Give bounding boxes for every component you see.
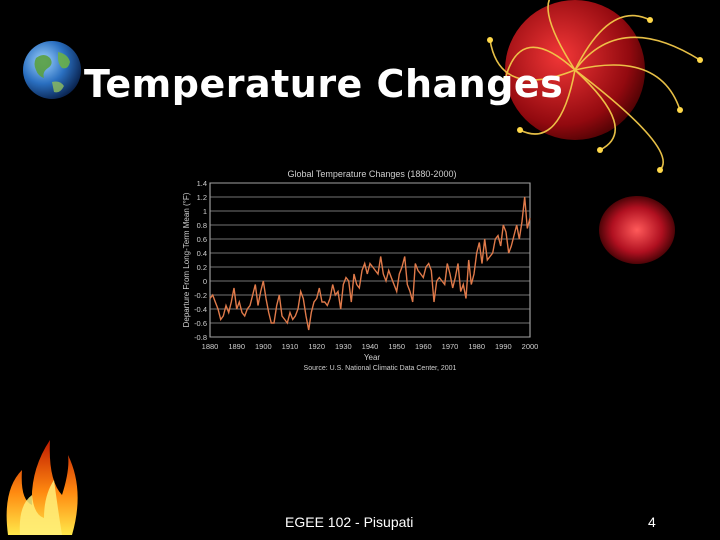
y-tick-label: 0.2	[197, 263, 207, 272]
series-line	[209, 196, 531, 331]
decorative-ornament-icon	[487, 0, 703, 173]
flame-icon	[6, 440, 78, 535]
globe-icon	[23, 41, 81, 99]
temperature-chart: Global Temperature Changes (1880-2000) D…	[182, 169, 538, 372]
y-tick-label: -0.8	[194, 333, 207, 342]
y-tick-label: 1.4	[197, 179, 207, 188]
page-number: 4	[648, 514, 656, 530]
y-tick-label: 1	[203, 207, 207, 216]
slide-title: Temperature Changes	[84, 62, 564, 106]
chart-x-ticks: 1880 1890 1900 1910 1920 1930 1940 1950 1960 1970…	[202, 342, 539, 351]
y-tick-label: 0.8	[197, 221, 207, 230]
x-tick-label: 2000	[522, 342, 539, 351]
y-tick-label: -0.2	[194, 291, 207, 300]
y-tick-label: 0.4	[197, 249, 207, 258]
x-tick-label: 1970	[442, 342, 459, 351]
x-tick-label: 1890	[228, 342, 245, 351]
y-tick-label: -0.6	[194, 319, 207, 328]
x-tick-label: 1880	[202, 342, 219, 351]
y-tick-label: 0.6	[197, 235, 207, 244]
x-tick-label: 1920	[308, 342, 325, 351]
x-tick-label: 1990	[495, 342, 512, 351]
y-tick-label: 0	[203, 277, 207, 286]
chart-y-ticks: -0.8 -0.6 -0.4 -0.2 0 0.2 0.4 0.6 0.8 1 1.2 1.4	[194, 179, 207, 342]
x-tick-label: 1950	[388, 342, 405, 351]
chart-x-axis-label: Year	[364, 353, 381, 362]
x-tick-label: 1960	[415, 342, 432, 351]
x-tick-label: 1930	[335, 342, 352, 351]
x-tick-label: 1940	[362, 342, 379, 351]
footer-text: EGEE 102 - Pisupati	[285, 514, 414, 530]
chart-y-axis-label: Departure From Long-Term Mean (°F)	[182, 192, 191, 327]
y-tick-label: -0.4	[194, 305, 207, 314]
x-tick-label: 1980	[468, 342, 485, 351]
red-orb-icon	[599, 196, 675, 264]
chart-source-note: Source: U.S. National Climatic Data Cent…	[304, 365, 457, 372]
x-tick-label: 1900	[255, 342, 272, 351]
y-tick-label: 1.2	[197, 193, 207, 202]
chart-title: Global Temperature Changes (1880-2000)	[288, 169, 457, 179]
x-tick-label: 1910	[282, 342, 299, 351]
chart-gridlines	[210, 182, 530, 338]
